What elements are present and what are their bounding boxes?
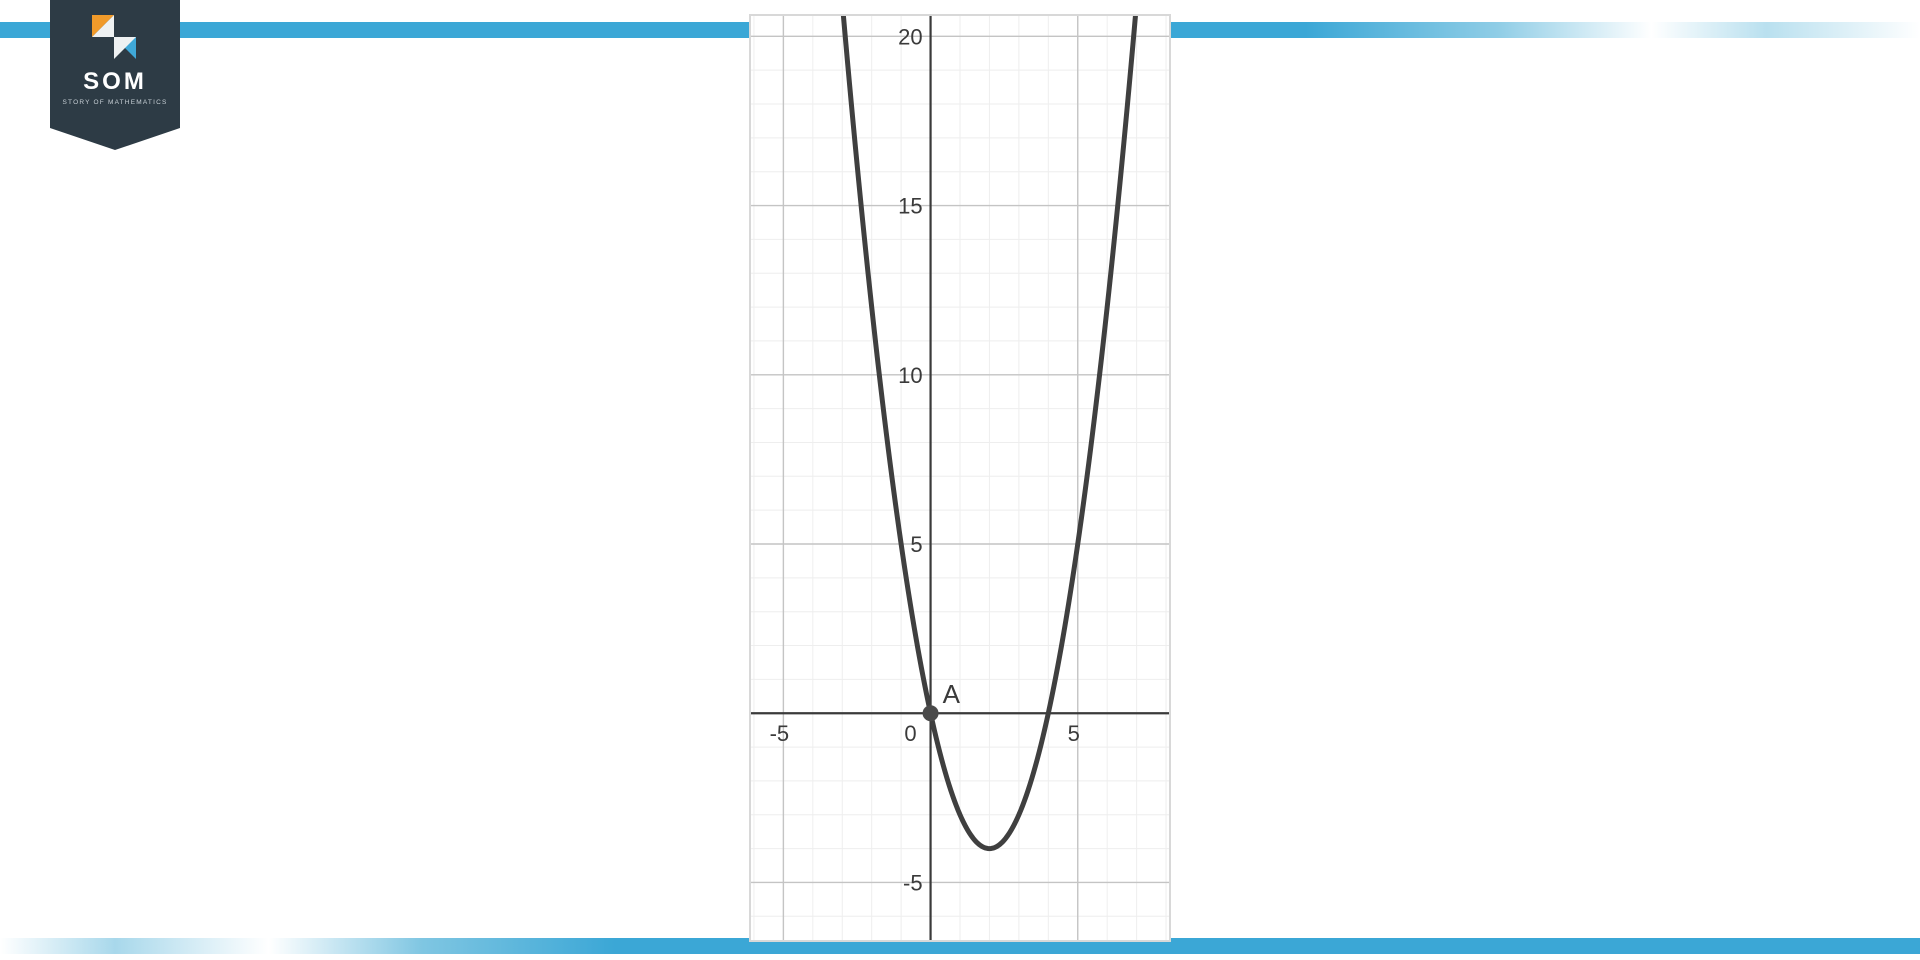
svg-text:-5: -5 — [770, 721, 790, 746]
svg-text:20: 20 — [898, 24, 922, 49]
svg-text:-5: -5 — [903, 870, 923, 895]
brand-logo-icon — [92, 15, 136, 59]
brand-name: SOM — [50, 68, 180, 96]
svg-text:5: 5 — [910, 532, 922, 557]
svg-text:5: 5 — [1068, 721, 1080, 746]
svg-text:0: 0 — [904, 721, 916, 746]
brand-badge: SOM STORY OF MATHEMATICS — [50, 0, 180, 150]
svg-text:10: 10 — [898, 363, 922, 388]
svg-text:A: A — [943, 679, 961, 709]
brand-tagline: STORY OF MATHEMATICS — [50, 99, 180, 106]
svg-text:15: 15 — [898, 194, 922, 219]
chart-container: -5 0 5 -5 5 10 15 20 A — [749, 14, 1171, 942]
parabola-chart: -5 0 5 -5 5 10 15 20 A — [751, 16, 1169, 940]
